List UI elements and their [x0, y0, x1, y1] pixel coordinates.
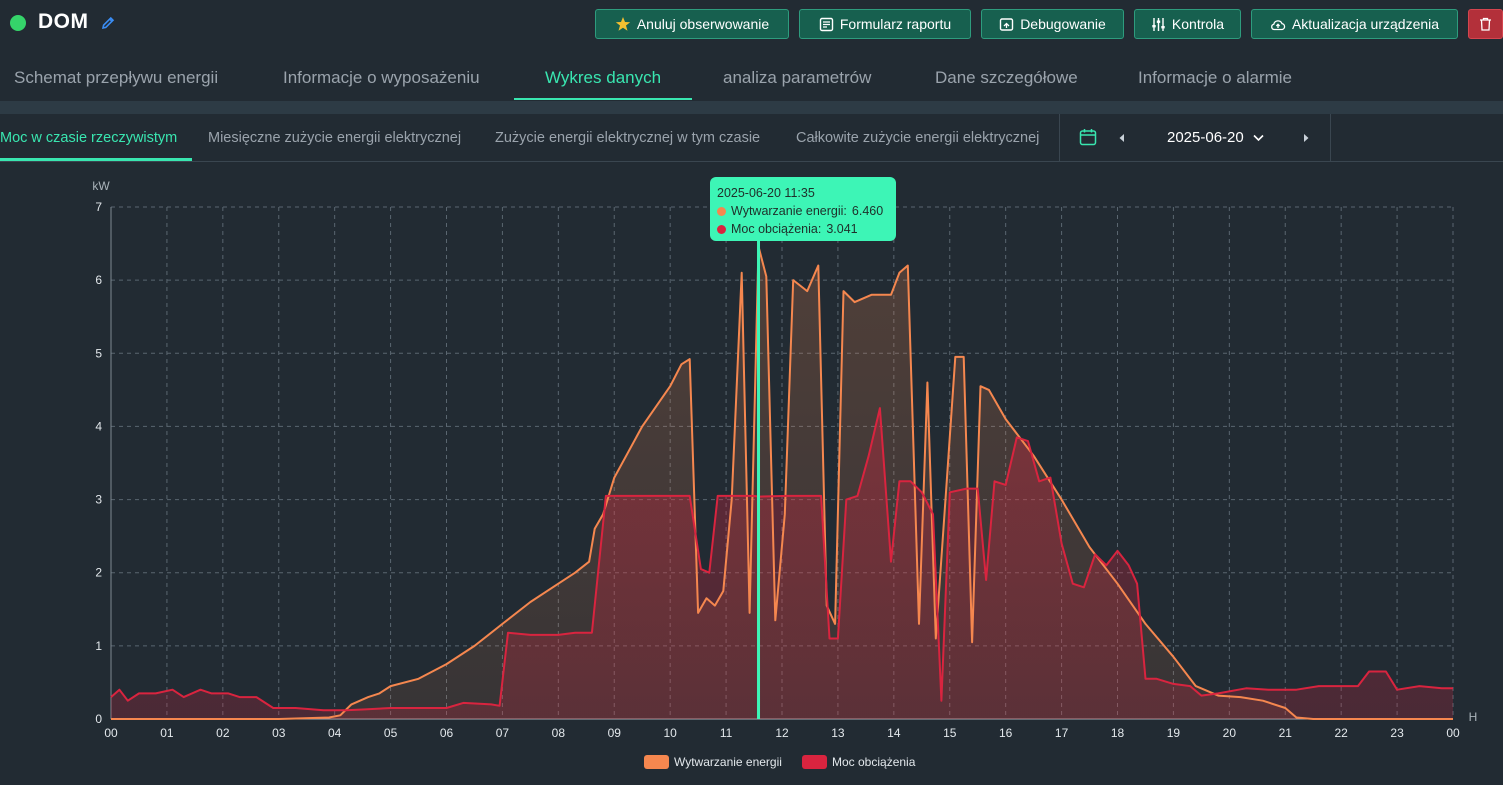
- x-tick-label: 05: [384, 726, 398, 740]
- x-tick-label: 16: [999, 726, 1013, 740]
- load-area: [111, 408, 1453, 719]
- power-chart[interactable]: 0 1 2 3 4 5 6 7 00 01 02 03 04 05 06 07 08 09 10 11 12 13 14 15…: [0, 162, 1503, 785]
- delete-button[interactable]: [1468, 9, 1503, 39]
- y-tick-label: 4: [95, 419, 102, 433]
- edit-pencil-icon[interactable]: [100, 15, 116, 31]
- date-picker-separator: [1330, 114, 1331, 161]
- debug-button-label: Debugowanie: [1020, 16, 1106, 32]
- y-tick-label: 2: [95, 566, 102, 580]
- chart-tooltip: 2025-06-20 11:35 Wytwarzanie energii: 6.…: [710, 177, 896, 241]
- legend-generation-swatch[interactable]: [644, 755, 669, 769]
- selected-date[interactable]: 2025-06-20: [1167, 129, 1244, 146]
- x-tick-label: 20: [1223, 726, 1237, 740]
- y-tick-label: 7: [95, 200, 102, 214]
- online-status-indicator: [10, 15, 26, 31]
- generation-series-line: [111, 245, 1453, 720]
- subtab-separator: [1059, 114, 1060, 161]
- tab-equipment-info[interactable]: Informacje o wyposażeniu: [283, 68, 480, 87]
- sub-tabs: Moc w czasie rzeczywistym Miesięczne zuż…: [0, 114, 1503, 162]
- debug-button[interactable]: Debugowanie: [981, 9, 1124, 39]
- tooltip-generation-label: Wytwarzanie energii:: [731, 204, 847, 218]
- x-axis-unit-label: H: [1469, 710, 1478, 724]
- control-button-label: Kontrola: [1171, 16, 1225, 32]
- sliders-icon: [1152, 17, 1165, 31]
- x-tick-label: 11: [720, 726, 733, 740]
- trash-icon: [1480, 17, 1491, 31]
- x-tick-label: 13: [831, 726, 845, 740]
- tooltip-load-value: 3.041: [826, 222, 858, 236]
- generation-dot-icon: [717, 206, 726, 216]
- subtab-monthly-consumption[interactable]: Miesięczne zużycie energii elektrycznej: [208, 130, 462, 146]
- tooltip-generation-row: Wytwarzanie energii: 6.460: [717, 202, 889, 220]
- y-tick-label: 6: [95, 273, 102, 287]
- x-tick-label: 23: [1390, 726, 1404, 740]
- legend-generation-label[interactable]: Wytwarzanie energii: [674, 755, 782, 769]
- x-tick-label: 01: [160, 726, 174, 740]
- form-icon: [819, 17, 834, 31]
- tab-energy-flow[interactable]: Schemat przepływu energii: [14, 68, 219, 87]
- cloud-upload-icon: [1271, 19, 1286, 30]
- x-tick-label: 18: [1111, 726, 1125, 740]
- tooltip-generation-value: 6.460: [851, 204, 884, 218]
- load-series-line: [110, 407, 1453, 712]
- chevron-down-icon[interactable]: [1253, 134, 1264, 142]
- legend-load-label[interactable]: Moc obciążenia: [832, 755, 916, 769]
- x-tick-label: 03: [272, 726, 286, 740]
- x-tick-label: 14: [887, 726, 901, 740]
- x-tick-label: 00: [104, 726, 118, 740]
- tab-detailed-data[interactable]: Dane szczegółowe: [935, 68, 1078, 87]
- active-tab-indicator: [514, 98, 692, 100]
- subtab-realtime-power[interactable]: Moc w czasie rzeczywistym: [0, 130, 178, 146]
- next-day-icon[interactable]: [1302, 133, 1310, 143]
- y-tick-label: 0: [95, 712, 102, 726]
- previous-day-icon[interactable]: [1118, 133, 1126, 143]
- tooltip-time: 2025-06-20 11:35: [717, 186, 815, 200]
- tab-alarm-info[interactable]: Informacje o alarmie: [1138, 68, 1293, 87]
- load-dot-icon: [717, 224, 726, 234]
- header: DOM Anuluj obserwowanie Formularz raport…: [0, 0, 1503, 48]
- x-tick-label: 10: [663, 726, 677, 740]
- debug-icon: [999, 17, 1014, 31]
- x-tick-label: 15: [943, 726, 957, 740]
- control-button[interactable]: Kontrola: [1134, 9, 1241, 39]
- x-tick-label: 17: [1055, 726, 1069, 740]
- x-tick-label: 06: [440, 726, 454, 740]
- y-axis-unit-label: kW: [92, 179, 110, 193]
- x-tick-label: 08: [552, 726, 566, 740]
- tab-data-chart[interactable]: Wykres danych: [545, 68, 662, 87]
- unfollow-button-label: Anuluj obserwowanie: [636, 16, 770, 32]
- y-tick-label: 1: [95, 639, 102, 653]
- x-tick-label: 04: [328, 726, 342, 740]
- report-form-button[interactable]: Formularz raportu: [799, 9, 971, 39]
- subtab-period-consumption[interactable]: Zużycie energii elektrycznej w tym czasi…: [495, 130, 761, 146]
- tooltip-load-row: Moc obciążenia: 3.041: [717, 220, 889, 238]
- active-subtab-indicator: [0, 158, 192, 161]
- star-icon: [615, 17, 631, 31]
- x-tick-label: 00: [1446, 726, 1460, 740]
- tooltip-load-label: Moc obciążenia:: [731, 222, 822, 236]
- tab-parameter-analysis[interactable]: analiza parametrów: [723, 68, 872, 87]
- legend-load-swatch[interactable]: [802, 755, 827, 769]
- device-update-button[interactable]: Aktualizacja urządzenia: [1251, 9, 1458, 39]
- subtab-total-consumption[interactable]: Całkowite zużycie energii elektrycznej: [796, 130, 1040, 146]
- device-update-button-label: Aktualizacja urządzenia: [1291, 16, 1440, 32]
- y-tick-label: 5: [95, 346, 102, 360]
- x-tick-label: 07: [496, 726, 510, 740]
- x-tick-label: 02: [216, 726, 230, 740]
- x-tick-label: 09: [608, 726, 622, 740]
- unfollow-button[interactable]: Anuluj obserwowanie: [595, 9, 789, 39]
- x-tick-label: 19: [1167, 726, 1181, 740]
- report-form-button-label: Formularz raportu: [839, 16, 952, 32]
- main-tabs: Schemat przepływu energii Informacje o w…: [0, 52, 1503, 100]
- device-name: DOM: [38, 10, 89, 33]
- calendar-icon[interactable]: [1079, 128, 1097, 146]
- y-tick-label: 3: [95, 493, 102, 507]
- x-tick-label: 12: [775, 726, 789, 740]
- section-divider: [0, 101, 1503, 114]
- x-tick-label: 22: [1334, 726, 1348, 740]
- x-tick-label: 21: [1279, 726, 1293, 740]
